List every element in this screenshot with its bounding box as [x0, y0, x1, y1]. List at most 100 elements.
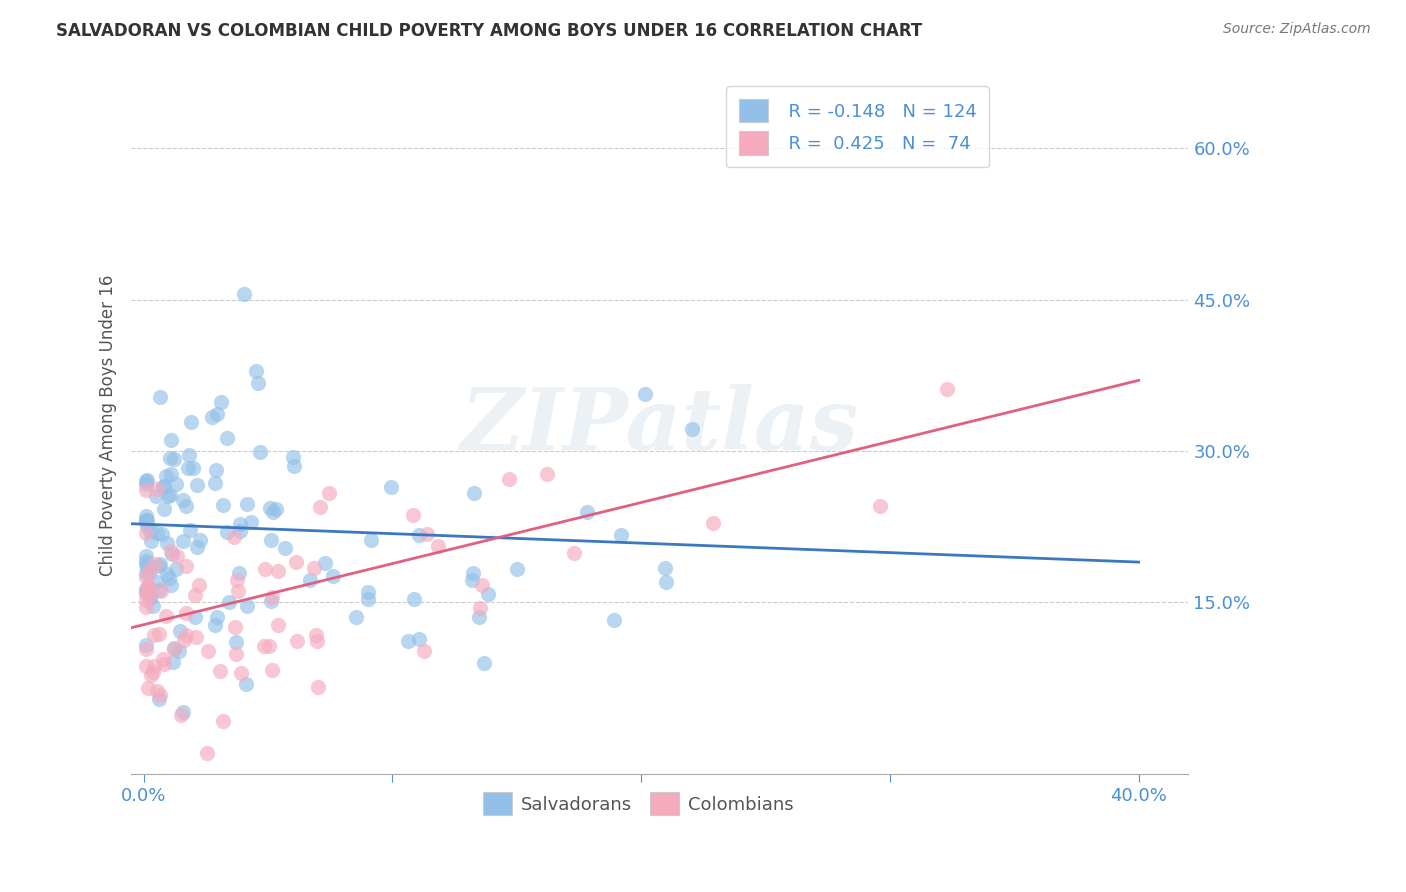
Point [235, 677, 257, 691]
Point [136, 560, 159, 574]
Point [218, 594, 240, 608]
Point [135, 600, 157, 615]
Point [408, 528, 430, 542]
Point [136, 579, 159, 593]
Point [655, 575, 678, 590]
Point [152, 479, 174, 493]
Point [148, 558, 170, 572]
Point [135, 483, 157, 497]
Point [139, 591, 162, 605]
Point [188, 578, 211, 592]
Point [869, 500, 891, 514]
Point [408, 632, 430, 646]
Point [179, 448, 201, 462]
Point [257, 639, 280, 653]
Point [136, 473, 159, 487]
Point [135, 593, 157, 607]
Point [416, 526, 439, 541]
Point [304, 561, 326, 575]
Point [498, 472, 520, 486]
Point [136, 580, 159, 594]
Point [222, 530, 245, 544]
Point [156, 489, 179, 503]
Point [262, 505, 284, 519]
Point [183, 588, 205, 602]
Point [152, 652, 174, 666]
Point [143, 628, 166, 642]
Point [146, 574, 169, 589]
Point [159, 488, 181, 502]
Point [139, 524, 162, 538]
Point [163, 641, 186, 656]
Point [170, 707, 193, 722]
Point [245, 364, 267, 378]
Point [135, 514, 157, 528]
Point [148, 627, 170, 641]
Point [681, 422, 703, 436]
Point [463, 486, 485, 500]
Point [285, 634, 308, 648]
Point [231, 665, 253, 680]
Point [167, 644, 190, 658]
Point [536, 467, 558, 482]
Point [142, 665, 165, 680]
Point [148, 688, 170, 702]
Point [307, 681, 329, 695]
Point [169, 624, 191, 638]
Point [136, 585, 159, 599]
Point [139, 588, 162, 602]
Point [610, 528, 633, 542]
Point [152, 502, 174, 516]
Point [211, 498, 233, 512]
Point [150, 583, 173, 598]
Point [267, 618, 290, 632]
Point [172, 533, 194, 548]
Point [135, 476, 157, 491]
Point [163, 451, 186, 466]
Point [204, 618, 226, 632]
Point [281, 450, 304, 464]
Point [148, 582, 170, 597]
Point [179, 523, 201, 537]
Point [135, 513, 157, 527]
Point [314, 557, 336, 571]
Point [136, 513, 159, 527]
Point [138, 587, 160, 601]
Point [197, 644, 219, 658]
Point [174, 558, 197, 573]
Point [160, 433, 183, 447]
Point [215, 524, 238, 539]
Point [135, 566, 157, 580]
Point [143, 557, 166, 571]
Point [160, 547, 183, 561]
Legend: Salvadorans, Colombians: Salvadorans, Colombians [474, 783, 803, 824]
Point [159, 543, 181, 558]
Point [224, 619, 246, 633]
Point [135, 642, 157, 657]
Text: SALVADORAN VS COLOMBIAN CHILD POVERTY AMONG BOYS UNDER 16 CORRELATION CHART: SALVADORAN VS COLOMBIAN CHILD POVERTY AM… [56, 22, 922, 40]
Point [209, 664, 232, 678]
Point [159, 467, 181, 481]
Point [274, 541, 297, 555]
Point [156, 566, 179, 581]
Point [209, 395, 232, 409]
Point [138, 566, 160, 581]
Point [180, 415, 202, 429]
Point [163, 642, 186, 657]
Point [936, 382, 959, 396]
Point [155, 469, 177, 483]
Text: ZIPatlas: ZIPatlas [461, 384, 859, 467]
Point [148, 691, 170, 706]
Point [138, 565, 160, 579]
Point [172, 492, 194, 507]
Point [174, 628, 197, 642]
Point [402, 592, 425, 607]
Point [603, 613, 626, 627]
Point [702, 516, 724, 531]
Point [259, 501, 281, 516]
Point [264, 502, 287, 516]
Point [304, 628, 326, 642]
Point [225, 635, 247, 649]
Point [165, 476, 187, 491]
Point [142, 599, 165, 613]
